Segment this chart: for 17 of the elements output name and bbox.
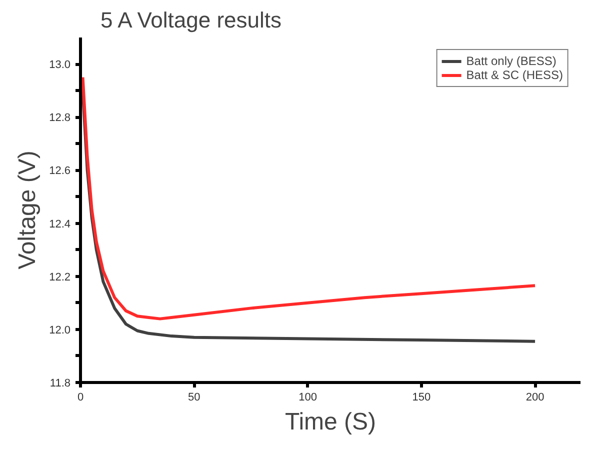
x-tick-label: 150 [412, 392, 431, 404]
x-tick-label: 200 [526, 392, 544, 404]
x-tick-label: 50 [188, 392, 200, 404]
x-tick-label: 100 [298, 392, 317, 404]
y-axis-title: Voltage (V) [14, 150, 42, 270]
legend-label: Batt & SC (HESS) [466, 68, 563, 82]
chart-title: 5 A Voltage results [100, 8, 282, 32]
legend-label: Batt only (BESS) [466, 54, 556, 68]
y-tick-label: 12.8 [49, 112, 71, 124]
x-axis-title: Time (S) [284, 408, 376, 436]
text: 12.0 [49, 324, 71, 336]
y-tick-label: 12.4 [49, 218, 71, 230]
y-tick-label: 12.6 [49, 165, 71, 178]
y-tick-label: 11.8 [50, 378, 70, 390]
x-tick-label: 0 [77, 392, 84, 404]
y-tick-label: 12.2 [49, 271, 71, 284]
text: 13.0 [49, 59, 71, 72]
